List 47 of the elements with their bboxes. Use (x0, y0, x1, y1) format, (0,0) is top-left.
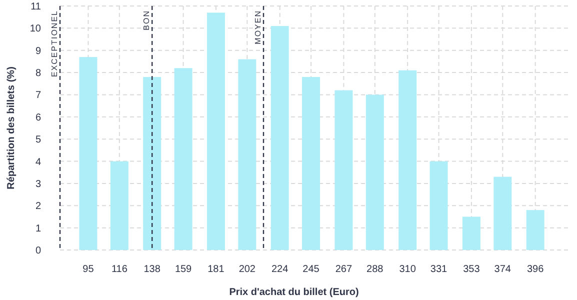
x-tick-label: 159 (174, 264, 192, 275)
bar (174, 68, 192, 250)
x-tick-label: 138 (144, 264, 161, 275)
bar (494, 176, 512, 250)
y-tick-label: 8 (35, 68, 42, 80)
bar (334, 90, 353, 250)
ref-line-label: EXCEPTIONEL (50, 10, 59, 78)
bar (398, 70, 417, 250)
x-tick-label: 331 (430, 264, 448, 275)
x-tick-label: 95 (82, 264, 94, 275)
ref-line-label: MOYEN (253, 10, 262, 44)
bar (462, 216, 480, 250)
x-tick-label: 181 (208, 264, 225, 275)
x-tick-label: 245 (302, 264, 320, 275)
x-tick-label: 116 (111, 264, 128, 275)
y-tick-label: 6 (35, 112, 42, 124)
bar (110, 161, 128, 250)
bar (430, 161, 448, 250)
x-tick-label: 396 (526, 264, 544, 275)
bar (302, 76, 320, 250)
bar (366, 94, 384, 250)
y-tick-label: 2 (35, 201, 42, 212)
y-tick-label: 3 (35, 178, 42, 190)
x-tick-label: 310 (399, 264, 416, 275)
bar (206, 12, 225, 250)
ref-line-label: BON (142, 10, 152, 30)
y-tick-label: 5 (35, 134, 42, 146)
y-tick-label: 11 (30, 2, 42, 12)
y-tick-label: 9 (35, 46, 42, 57)
x-tick-label: 288 (366, 264, 384, 275)
x-tick-label: 374 (494, 264, 512, 275)
bar (526, 210, 544, 250)
y-tick-label: 0 (35, 246, 42, 256)
x-tick-label: 353 (463, 264, 480, 275)
y-tick-label: 4 (35, 156, 42, 168)
x-tick-label: 224 (271, 264, 289, 275)
x-tick-label: 267 (335, 264, 352, 275)
y-tick-label: 7 (35, 90, 42, 102)
y-axis-title: Répartition des billets (%) (6, 66, 17, 190)
y-tick-label: 10 (30, 24, 42, 35)
bar (238, 59, 256, 250)
bar (143, 76, 162, 250)
bar (79, 57, 98, 250)
x-tick-label: 202 (238, 264, 256, 275)
bar (270, 26, 289, 250)
x-axis-title: Prix d'achat du billet (Euro) (229, 287, 359, 298)
y-tick-label: 1 (35, 223, 42, 234)
